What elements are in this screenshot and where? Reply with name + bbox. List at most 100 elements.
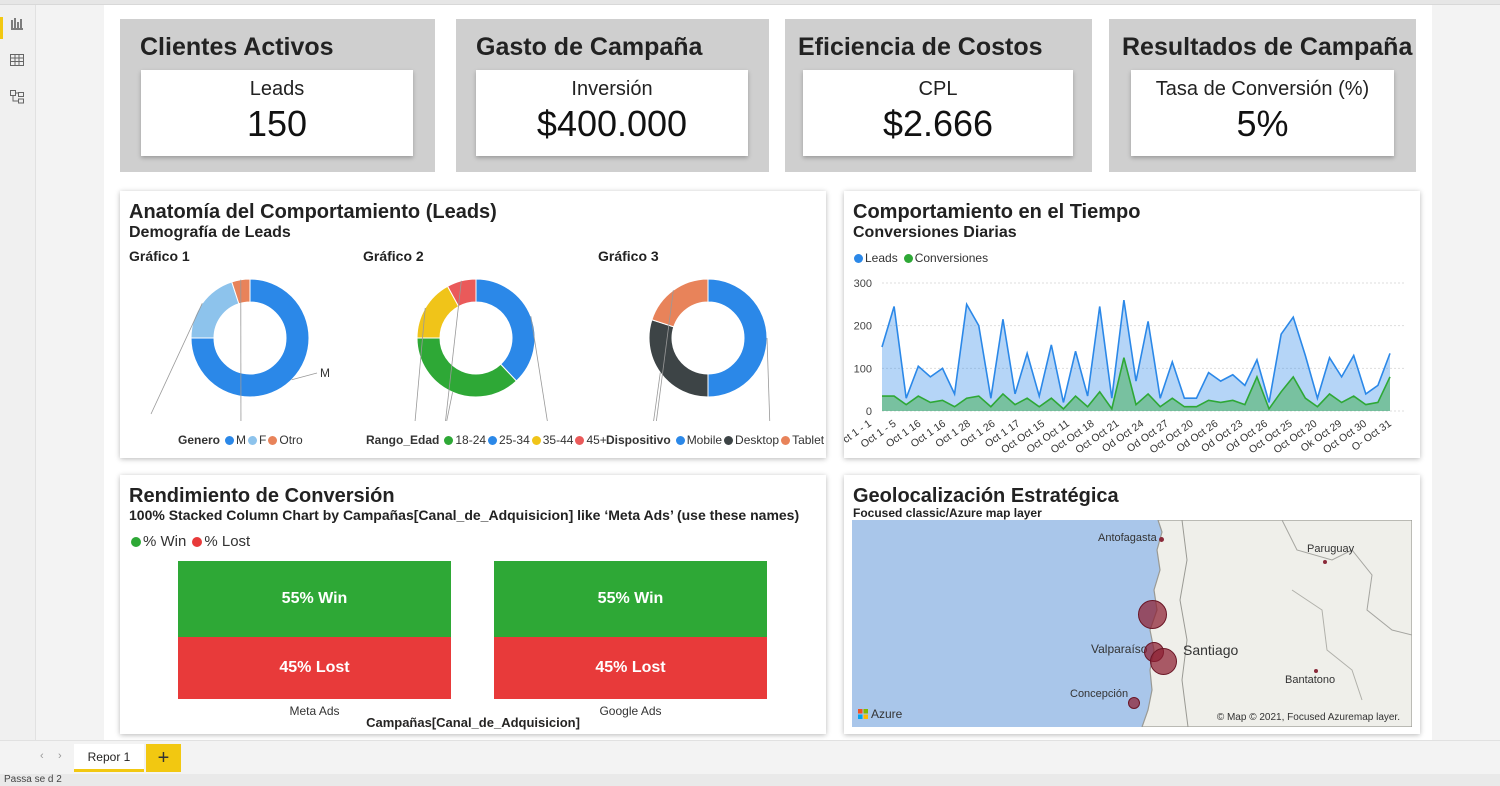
donut-slice-45+[interactable] — [446, 278, 477, 308]
kpi-value-box[interactable]: Inversión $400.000 — [476, 70, 748, 156]
series-line-leads[interactable] — [881, 299, 1391, 403]
series-area-leads[interactable] — [882, 300, 1390, 411]
leader-line — [653, 372, 661, 421]
legend-label: 35-44 — [542, 433, 574, 447]
kpi-title: Gasto de Campaña — [476, 33, 703, 61]
report-view-icon[interactable] — [7, 13, 27, 33]
map-copyright: © Map © 2021, Focused Azuremap layer. — [1216, 712, 1400, 723]
map-point[interactable] — [1159, 537, 1164, 542]
map-land — [1141, 520, 1412, 727]
legend-title: Rango_Edad — [366, 433, 440, 447]
map-label: Santiago — [1183, 642, 1239, 658]
map-bubble[interactable] — [1138, 600, 1167, 629]
donut-slice-desktop[interactable] — [648, 319, 709, 398]
legend-item[interactable]: 35-44 — [530, 433, 574, 447]
view-rail — [0, 5, 36, 740]
legend-item[interactable]: M — [223, 433, 246, 447]
donut-legend[interactable]: Dispositivo Mobile Desktop Tablet — [606, 433, 824, 447]
legend-title: Genero — [178, 433, 221, 447]
kpi-value-box[interactable]: CPL $2.666 — [803, 70, 1073, 156]
map-point[interactable] — [1314, 669, 1318, 673]
map-bubble[interactable] — [1150, 648, 1177, 675]
donut-legend[interactable]: Rango_Edad 18-24 25-34 35-44 45+ — [366, 433, 607, 447]
next-page-icon[interactable]: › — [58, 750, 62, 762]
series-area-conversiones[interactable] — [882, 357, 1390, 411]
time-panel[interactable]: Comportamiento en el Tiempo Conversiones… — [844, 191, 1420, 458]
legend-item[interactable]: Desktop — [722, 433, 779, 447]
leader-line — [655, 290, 674, 421]
legend-label: 25-34 — [499, 433, 530, 447]
map-label: Bantatono — [1285, 674, 1336, 686]
map-label: Antofagasta — [1098, 532, 1157, 544]
map-label: Concepción — [1070, 688, 1129, 700]
add-page-button[interactable]: + — [146, 744, 181, 772]
panel-subtitle: Demografía de Leads — [129, 224, 291, 241]
kpi-card-eficiencia: Eficiencia de Costos CPL $2.666 — [785, 19, 1092, 172]
legend-item[interactable]: Leads — [852, 251, 902, 265]
donut-legend[interactable]: Genero M F Otro — [178, 433, 303, 447]
kpi-value-box[interactable]: Tasa de Conversión (%) 5% — [1131, 70, 1394, 156]
y-tick-label: 300 — [854, 278, 872, 290]
donut-slice-18-24[interactable] — [416, 337, 518, 398]
donut-slice-label: M — [320, 366, 330, 380]
geo-panel[interactable]: Geolocalización Estratégica Focused clas… — [844, 475, 1420, 734]
kpi-value: 5% — [1236, 103, 1289, 144]
azure-logo: Azure — [858, 707, 902, 721]
donut-slice-tablet[interactable] — [651, 278, 709, 328]
line-legend[interactable]: Leads Conversiones — [852, 251, 992, 265]
leader-line — [446, 392, 453, 421]
legend-dot — [225, 435, 235, 445]
donut-slice-25-34[interactable] — [475, 278, 536, 382]
y-tick-label: 200 — [854, 321, 872, 333]
lost-segment[interactable]: 45% Lost — [494, 636, 767, 699]
legend-item[interactable]: 45+ — [573, 433, 607, 447]
donut-slice-f[interactable] — [190, 281, 240, 339]
legend-dot — [131, 536, 141, 547]
legend-item[interactable]: Tablet — [779, 433, 824, 447]
map-label: Paruguay — [1307, 543, 1355, 555]
legend-item[interactable]: % Win — [129, 533, 190, 550]
legend-item[interactable]: 18-24 — [442, 433, 486, 447]
anatomy-panel[interactable]: Anatomía del Comportamiento (Leads) Demo… — [120, 191, 826, 458]
kpi-title: Eficiencia de Costos — [798, 33, 1043, 61]
lost-segment[interactable]: 45% Lost — [178, 636, 451, 699]
legend-item[interactable]: Otro — [266, 433, 303, 447]
panel-title: Rendimiento de Conversión — [129, 485, 395, 507]
active-view-indicator — [0, 17, 3, 39]
legend-item[interactable]: F — [246, 433, 266, 447]
page-tab[interactable]: Repor 1 — [74, 744, 144, 772]
kpi-value-box[interactable]: Leads 150 — [141, 70, 413, 156]
win-segment[interactable]: 55% Win — [494, 561, 767, 637]
kpi-card-clientes: Clientes Activos Leads 150 — [120, 19, 435, 172]
windows-logo-icon — [858, 709, 868, 719]
donut-slice-mobile[interactable] — [707, 278, 768, 398]
win-segment[interactable]: 55% Win — [178, 561, 451, 637]
legend-label: Conversiones — [914, 251, 989, 265]
legend-item[interactable]: Mobile — [674, 433, 722, 447]
map-point[interactable] — [1323, 560, 1327, 564]
leader-line — [530, 316, 548, 421]
conversion-panel[interactable]: Rendimiento de Conversión 100% Stacked C… — [120, 475, 826, 734]
panel-title: Geolocalización Estratégica — [853, 485, 1119, 507]
legend-label: Mobile — [686, 433, 723, 447]
map-bubble[interactable] — [1128, 697, 1140, 709]
kpi-label: Inversión — [571, 78, 653, 100]
legend-item[interactable]: Conversiones — [902, 251, 992, 265]
kpi-label: Leads — [249, 78, 305, 100]
map-area[interactable]: Antofagasta Paruguay Valparaíso Santiago… — [852, 520, 1412, 727]
model-view-icon[interactable] — [7, 87, 27, 107]
legend-item[interactable]: % Lost — [190, 533, 254, 550]
legend-item[interactable]: 25-34 — [486, 433, 530, 447]
series-line-conversiones[interactable] — [882, 357, 1391, 411]
column-legend[interactable]: % Win % Lost — [129, 533, 254, 550]
legend-dot — [575, 435, 585, 445]
table-view-icon[interactable] — [7, 50, 27, 70]
prev-page-icon[interactable]: ‹ — [40, 750, 44, 762]
donut-title: Gráfico 2 — [363, 248, 424, 264]
legend-label: Otro — [279, 433, 303, 447]
donut-slice-m[interactable] — [190, 278, 310, 398]
